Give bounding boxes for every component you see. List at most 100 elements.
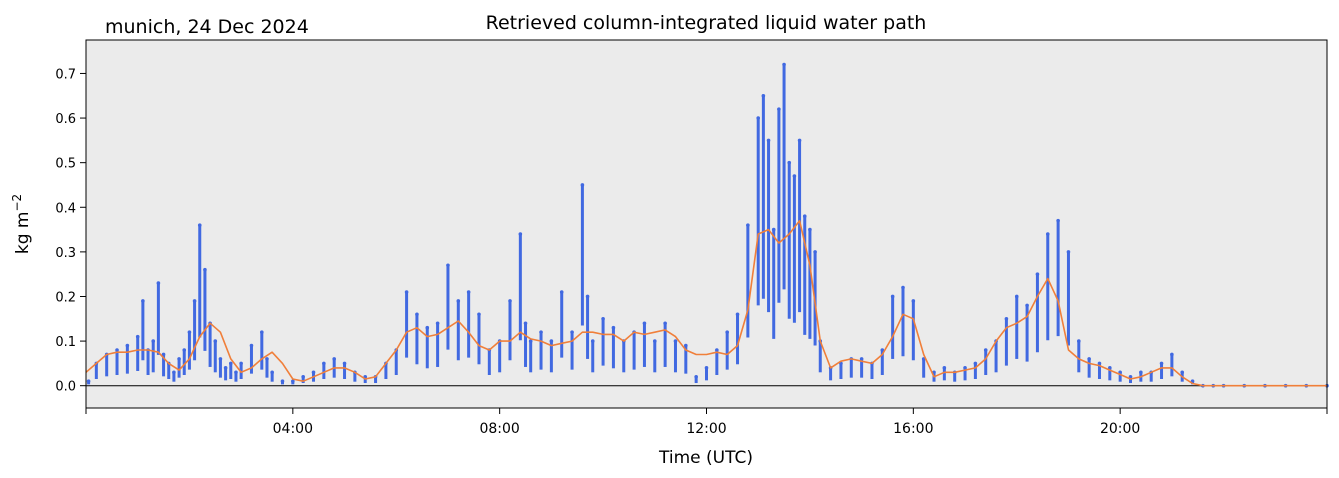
scatter-point-peak [580, 183, 585, 187]
scatter-point-peak [265, 357, 269, 361]
x-tick-label: 16:00 [893, 421, 933, 437]
y-axis: 0.0 0.1 0.2 0.3 0.4 0.5 0.6 0.7 [55, 67, 86, 395]
scatter-point-peak [585, 294, 590, 299]
scatter-point-peak [942, 366, 947, 370]
scatter-point-peak [311, 370, 316, 375]
y-tick-label: 0.5 [55, 157, 76, 172]
scatter-point-peak [766, 138, 771, 143]
scatter-point-peak [466, 290, 471, 294]
scatter-point-peak [187, 330, 192, 334]
scatter-point-peak [890, 294, 895, 299]
location-date-label: munich, 24 Dec 2024 [105, 16, 309, 38]
scatter-point-peak [777, 107, 781, 111]
y-axis-label-exponent: −2 [10, 194, 24, 212]
scatter-point-peak [1004, 316, 1009, 321]
scatter-point-peak [1045, 232, 1050, 236]
x-axis-label: Time (UTC) [658, 448, 753, 468]
scatter-point-peak [218, 357, 223, 361]
scatter-point-peak [301, 374, 305, 379]
scatter-point-peak [404, 290, 409, 294]
scatter-point-peak [963, 366, 967, 370]
scatter-point-peak [322, 361, 326, 366]
scatter-point-peak [213, 339, 218, 343]
scatter-point-peak [280, 379, 285, 384]
scatter-point-peak [1170, 352, 1174, 357]
scatter-point-peak [528, 339, 533, 343]
scatter-point-peak [901, 285, 905, 290]
scatter-point-peak [797, 138, 802, 143]
smoothed-series-line [85, 219, 1327, 387]
scatter-point-peak [1035, 272, 1040, 276]
scatter-point-peak [270, 370, 274, 375]
scatter-point-peak [86, 379, 91, 384]
scatter-point-peak [756, 116, 761, 120]
scatter-point-peak [332, 357, 337, 361]
scatter-point-peak [182, 348, 187, 352]
y-tick-label: 0.3 [55, 246, 76, 261]
chart-title: Retrieved column-integrated liquid water… [486, 12, 927, 34]
plot-background [86, 40, 1327, 408]
scatter-point-peak [151, 339, 156, 343]
y-tick-label: 0.7 [55, 67, 76, 82]
scatter-point-peak [859, 357, 864, 361]
scatter-point-peak [239, 361, 243, 366]
scatter-point-peak [518, 232, 523, 236]
y-tick-label: 0.6 [55, 112, 76, 127]
scatter-point-peak [1066, 250, 1071, 254]
scatter-point-peak [570, 330, 574, 334]
scatter-point-peak [523, 321, 528, 326]
scatter-point-peak [611, 325, 616, 330]
scatter-point-peak [177, 357, 181, 361]
y-tick-label: 0.4 [55, 201, 76, 216]
scatter-point-peak [694, 374, 698, 379]
scatter-point-peak [1159, 361, 1164, 366]
scatter-point-peak [435, 321, 440, 326]
scatter-point-peak [735, 312, 740, 317]
scatter-point-peak [1056, 218, 1060, 223]
scatter-point-peak [203, 267, 207, 272]
scatter-point-peak [652, 339, 657, 343]
scatter-point-peak [172, 370, 176, 375]
scatter-point-peak [192, 299, 197, 303]
scatter-point-peak [446, 263, 450, 268]
scatter-point-peak [813, 250, 817, 254]
scatter-point-peak [1097, 361, 1102, 366]
scatter-point-peak [715, 348, 719, 352]
scatter-point-peak [771, 227, 776, 232]
scatter-point-peak [291, 379, 295, 384]
scatter-point-peak [725, 330, 729, 334]
scatter-point-peak [477, 312, 481, 317]
y-axis-label-base: kg m [13, 212, 33, 255]
scatter-point-peak [782, 62, 786, 67]
scatter-point-peak [115, 348, 119, 352]
scatter-point-peak [684, 343, 688, 348]
scatter-point-peak [249, 343, 254, 348]
scatter-point-peak [973, 361, 978, 366]
scatter-point-peak [161, 352, 166, 357]
scatter-point-peak [456, 299, 461, 303]
scatter-point-peak [746, 223, 750, 227]
scatter-point-peak [590, 339, 595, 343]
scatter-point-peak [141, 299, 145, 303]
scatter-point-peak [787, 160, 792, 165]
scatter-point-peak [808, 227, 812, 232]
scatter-point-peak [135, 334, 140, 339]
scatter-point-peak [983, 348, 988, 352]
smoothed-line [85, 219, 1327, 387]
scatter-point-peak [549, 339, 554, 343]
scatter-point-peak [1077, 339, 1081, 343]
scatter-point-peak [260, 330, 264, 334]
scatter-point-peak [673, 339, 678, 343]
scatter-point-peak [704, 366, 709, 370]
scatter-point-peak [1014, 294, 1019, 299]
scatter-point-peak [1180, 370, 1185, 375]
scatter-point-peak [1108, 366, 1112, 370]
scatter-point-peak [1118, 370, 1122, 375]
scatter-point-peak [342, 361, 347, 366]
scatter-point-peak [1025, 303, 1029, 308]
scatter-point-peak [792, 174, 797, 178]
scatter-point-peak [539, 330, 543, 334]
y-axis-label: kg m−2 [10, 194, 33, 254]
x-tick-label: 04:00 [273, 421, 313, 437]
